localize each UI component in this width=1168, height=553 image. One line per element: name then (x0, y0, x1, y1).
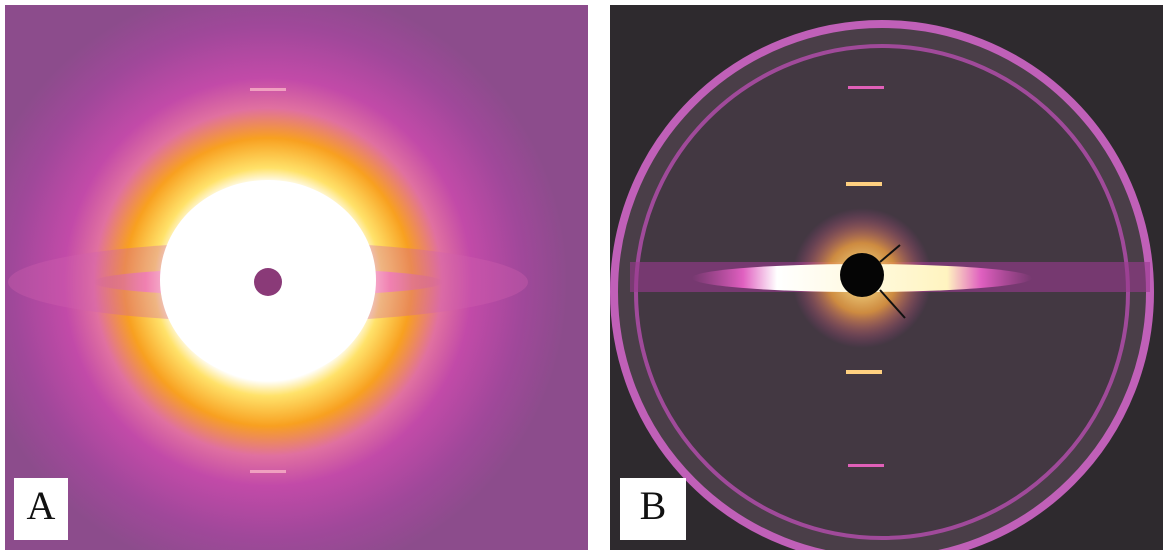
figure: A B (0, 0, 1168, 553)
panel-b (610, 5, 1163, 553)
panel-label: A (27, 483, 56, 528)
panel-label: B (640, 483, 667, 528)
panel-a (5, 5, 588, 550)
